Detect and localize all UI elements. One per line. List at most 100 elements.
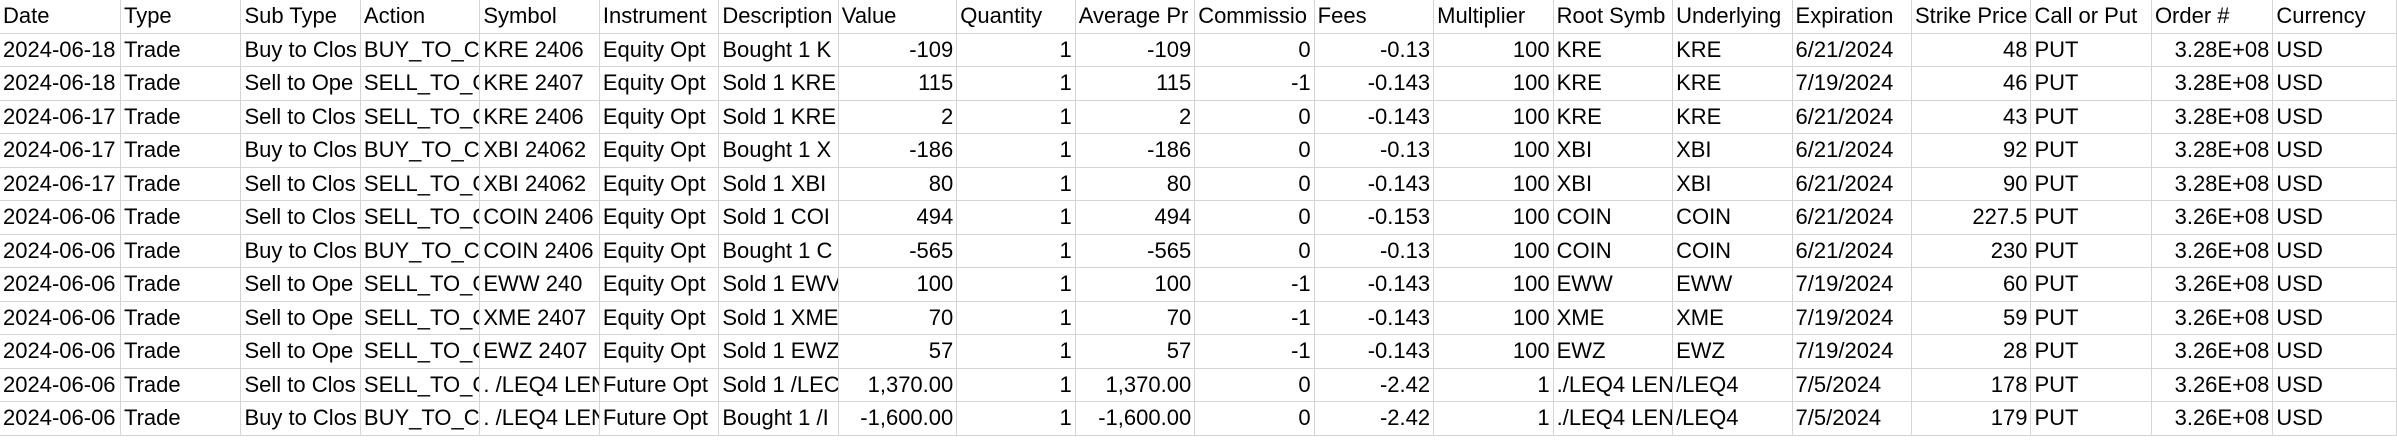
- cell-action[interactable]: SELL_TO_C: [360, 267, 481, 302]
- cell-root-symbol[interactable]: XME: [1553, 301, 1674, 335]
- cell-call-or-put[interactable]: PUT: [2030, 301, 2152, 335]
- cell-commission[interactable]: -1: [1194, 334, 1315, 369]
- cell-order-number[interactable]: 3.26E+08: [2151, 267, 2274, 302]
- cell-description[interactable]: Bought 1 /I: [718, 401, 839, 436]
- cell-underlying[interactable]: KRE: [1672, 33, 1793, 67]
- cell-multiplier[interactable]: 100: [1433, 66, 1554, 101]
- cell-average-price[interactable]: 80: [1075, 167, 1196, 201]
- cell-commission[interactable]: 0: [1194, 368, 1315, 402]
- cell-commission[interactable]: -1: [1194, 66, 1315, 101]
- cell-order-number[interactable]: 3.26E+08: [2151, 301, 2274, 335]
- cell-symbol[interactable]: EWW 240: [479, 267, 600, 302]
- cell-strike-price[interactable]: 227.5: [1911, 200, 2032, 235]
- column-header-fees[interactable]: Fees: [1314, 0, 1435, 34]
- cell-symbol[interactable]: KRE 2407: [479, 66, 600, 101]
- cell-instrument[interactable]: Equity Opt: [599, 33, 720, 67]
- cell-order-number[interactable]: 3.28E+08: [2151, 167, 2274, 201]
- cell-description[interactable]: Sold 1 KRE: [718, 100, 839, 134]
- cell-order-number[interactable]: 3.26E+08: [2151, 234, 2274, 268]
- cell-currency[interactable]: USD: [2272, 133, 2397, 168]
- cell-currency[interactable]: USD: [2272, 368, 2397, 402]
- cell-average-price[interactable]: 57: [1075, 334, 1196, 369]
- cell-date[interactable]: 2024-06-17: [0, 100, 121, 134]
- cell-symbol[interactable]: XBI 24062: [479, 133, 600, 168]
- cell-root-symbol[interactable]: COIN: [1553, 234, 1674, 268]
- cell-type[interactable]: Trade: [120, 267, 242, 302]
- cell-instrument[interactable]: Future Opt: [599, 368, 720, 402]
- cell-fees[interactable]: -0.153: [1314, 200, 1435, 235]
- cell-sub-type[interactable]: Buy to Clos: [240, 133, 361, 168]
- cell-instrument[interactable]: Equity Opt: [599, 301, 720, 335]
- cell-order-number[interactable]: 3.26E+08: [2151, 200, 2274, 235]
- cell-symbol[interactable]: KRE 2406: [479, 33, 600, 67]
- cell-date[interactable]: 2024-06-17: [0, 133, 121, 168]
- cell-order-number[interactable]: 3.28E+08: [2151, 133, 2274, 168]
- cell-quantity[interactable]: 1: [956, 301, 1076, 335]
- cell-fees[interactable]: -2.42: [1314, 368, 1435, 402]
- cell-order-number[interactable]: 3.26E+08: [2151, 401, 2274, 436]
- cell-average-price[interactable]: 494: [1075, 200, 1196, 235]
- column-header-commission[interactable]: Commissio: [1194, 0, 1315, 34]
- cell-instrument[interactable]: Equity Opt: [599, 66, 720, 101]
- cell-type[interactable]: Trade: [120, 301, 242, 335]
- cell-underlying[interactable]: COIN: [1672, 200, 1793, 235]
- cell-expiration[interactable]: 7/19/2024: [1792, 66, 1913, 101]
- cell-call-or-put[interactable]: PUT: [2030, 267, 2152, 302]
- cell-underlying[interactable]: KRE: [1672, 66, 1793, 101]
- cell-quantity[interactable]: 1: [956, 368, 1076, 402]
- cell-expiration[interactable]: 6/21/2024: [1792, 234, 1913, 268]
- cell-value[interactable]: 70: [838, 301, 958, 335]
- cell-expiration[interactable]: 6/21/2024: [1792, 133, 1913, 168]
- cell-symbol[interactable]: COIN 2406: [479, 200, 600, 235]
- cell-average-price[interactable]: -109: [1075, 33, 1196, 67]
- cell-fees[interactable]: -0.143: [1314, 301, 1435, 335]
- cell-commission[interactable]: -1: [1194, 267, 1315, 302]
- cell-multiplier[interactable]: 100: [1433, 234, 1554, 268]
- cell-fees[interactable]: -0.143: [1314, 66, 1435, 101]
- cell-value[interactable]: -109: [838, 33, 958, 67]
- cell-order-number[interactable]: 3.28E+08: [2151, 33, 2274, 67]
- cell-value[interactable]: 2: [838, 100, 958, 134]
- cell-action[interactable]: BUY_TO_C: [360, 401, 481, 436]
- cell-commission[interactable]: 0: [1194, 33, 1315, 67]
- cell-date[interactable]: 2024-06-06: [0, 368, 121, 402]
- column-header-date[interactable]: Date: [0, 0, 121, 34]
- cell-symbol[interactable]: XBI 24062: [479, 167, 600, 201]
- cell-value[interactable]: -186: [838, 133, 958, 168]
- cell-multiplier[interactable]: 100: [1433, 301, 1554, 335]
- cell-action[interactable]: SELL_TO_C: [360, 66, 481, 101]
- cell-strike-price[interactable]: 48: [1911, 33, 2032, 67]
- cell-description[interactable]: Bought 1 X: [718, 133, 839, 168]
- cell-currency[interactable]: USD: [2272, 66, 2397, 101]
- cell-root-symbol[interactable]: ./LEQ4 LEN: [1553, 368, 1674, 402]
- cell-commission[interactable]: -1: [1194, 301, 1315, 335]
- cell-currency[interactable]: USD: [2272, 167, 2397, 201]
- cell-average-price[interactable]: 1,370.00: [1075, 368, 1196, 402]
- cell-strike-price[interactable]: 90: [1911, 167, 2032, 201]
- cell-currency[interactable]: USD: [2272, 267, 2397, 302]
- cell-currency[interactable]: USD: [2272, 301, 2397, 335]
- cell-call-or-put[interactable]: PUT: [2030, 234, 2152, 268]
- cell-currency[interactable]: USD: [2272, 334, 2397, 369]
- column-header-sub-type[interactable]: Sub Type: [240, 0, 361, 34]
- cell-description[interactable]: Sold 1 KRE: [718, 66, 839, 101]
- cell-expiration[interactable]: 7/19/2024: [1792, 334, 1913, 369]
- cell-strike-price[interactable]: 178: [1911, 368, 2032, 402]
- cell-action[interactable]: SELL_TO_C: [360, 368, 481, 402]
- cell-order-number[interactable]: 3.26E+08: [2151, 368, 2274, 402]
- cell-underlying[interactable]: EWZ: [1672, 334, 1793, 369]
- cell-fees[interactable]: -0.143: [1314, 267, 1435, 302]
- cell-root-symbol[interactable]: ./LEQ4 LEN: [1553, 401, 1674, 436]
- cell-commission[interactable]: 0: [1194, 100, 1315, 134]
- cell-order-number[interactable]: 3.28E+08: [2151, 100, 2274, 134]
- cell-date[interactable]: 2024-06-06: [0, 334, 121, 369]
- cell-action[interactable]: SELL_TO_C: [360, 167, 481, 201]
- cell-description[interactable]: Sold 1 XBI: [718, 167, 839, 201]
- column-header-symbol[interactable]: Symbol: [479, 0, 600, 34]
- cell-value[interactable]: 57: [838, 334, 958, 369]
- cell-action[interactable]: BUY_TO_C: [360, 133, 481, 168]
- cell-quantity[interactable]: 1: [956, 33, 1076, 67]
- cell-symbol[interactable]: XME 2407: [479, 301, 600, 335]
- cell-type[interactable]: Trade: [120, 368, 242, 402]
- cell-type[interactable]: Trade: [120, 167, 242, 201]
